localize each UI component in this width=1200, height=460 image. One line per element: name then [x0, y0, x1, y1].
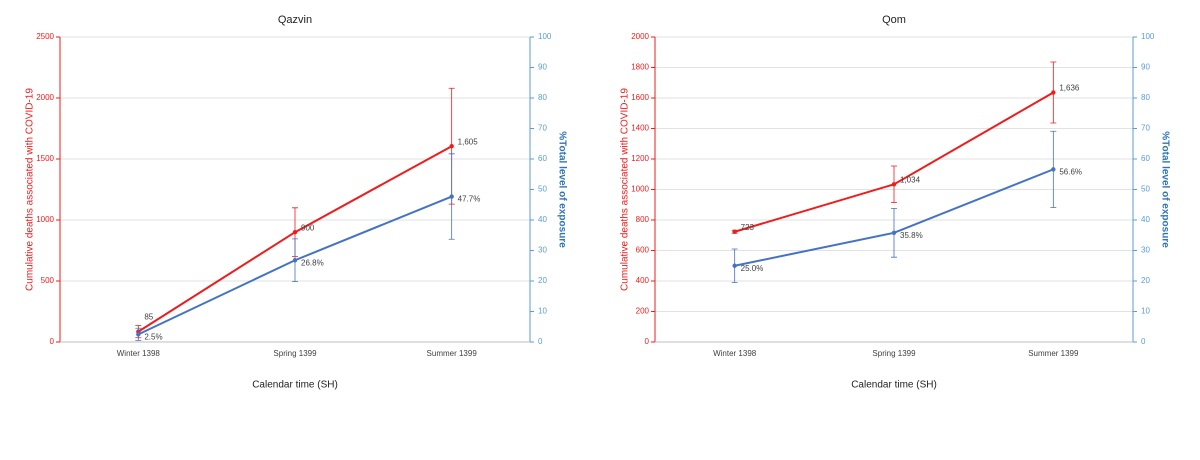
x-tick-label: Winter 1398: [117, 349, 161, 358]
point: [732, 229, 737, 234]
point: [891, 182, 897, 187]
y-tick-label: 1200: [631, 154, 649, 163]
y-tick-label: 1800: [631, 63, 649, 72]
y2-axis-label: %Total level of exposure: [1159, 131, 1170, 248]
point: [1051, 90, 1056, 95]
y-tick-label: 1500: [36, 154, 54, 163]
point: [732, 263, 737, 268]
y-axis-label: Cumulative deaths associated with COVID-…: [620, 88, 631, 291]
y-tick-label: 500: [41, 276, 55, 285]
point: [292, 230, 298, 235]
y-tick-label: 1400: [631, 124, 649, 133]
x-tick-label: Summer 1399: [1028, 349, 1079, 358]
y-tick-label: 400: [636, 276, 650, 285]
chart-title: Qom: [882, 14, 906, 26]
y2-tick-label: 40: [538, 215, 547, 224]
y-tick-label: 200: [636, 307, 650, 316]
y2-tick-label: 10: [1141, 307, 1150, 316]
y2-tick-label: 100: [538, 32, 552, 41]
point: [292, 258, 298, 263]
y-tick-label: 2500: [36, 32, 54, 41]
y2-tick-label: 100: [1141, 32, 1155, 41]
data-label: 1,605: [458, 137, 479, 146]
chart-title: Qazvin: [278, 14, 312, 26]
y2-tick-label: 0: [1141, 337, 1146, 346]
data-label: 1,034: [900, 175, 921, 184]
y2-tick-label: 50: [538, 185, 547, 194]
y-tick-label: 2000: [631, 32, 649, 41]
point: [136, 332, 141, 337]
y2-tick-label: 90: [1141, 63, 1150, 72]
point: [449, 194, 454, 199]
y2-tick-label: 80: [538, 93, 547, 102]
x-axis-label: Calendar time (SH): [252, 380, 338, 391]
x-tick-label: Winter 1398: [713, 349, 757, 358]
data-label: 900: [301, 223, 315, 232]
chart: Qom0200400600800100012001400160018002000…: [620, 14, 1171, 391]
x-axis-label: Calendar time (SH): [851, 380, 937, 391]
y2-tick-label: 10: [538, 307, 547, 316]
y-tick-label: 600: [636, 246, 650, 255]
point: [1051, 167, 1056, 172]
chart: Qazvin 0 500 1000 1500 2000 2500 0 10 20 30 40 50 60 7…: [25, 14, 568, 391]
data-label: 85: [144, 313, 153, 322]
y-tick-label: 1600: [631, 93, 649, 102]
data-label: 26.8%: [301, 258, 324, 267]
y-axis-label: Cumulative deaths associated with COVID-…: [25, 88, 36, 291]
y-tick-label: 1000: [631, 185, 649, 194]
data-label: 723: [741, 223, 755, 232]
y2-axis-label: %Total level of exposure: [556, 131, 567, 248]
x-tick-label: Spring 1399: [273, 349, 317, 358]
y2-tick-label: 40: [1141, 215, 1150, 224]
x-tick-label: Summer 1399: [427, 349, 478, 358]
y-tick-label: 0: [645, 337, 650, 346]
x-tick-label: Spring 1399: [872, 349, 916, 358]
point: [891, 230, 897, 236]
y-tick-label: 0: [50, 337, 55, 346]
y2-tick-label: 30: [1141, 246, 1150, 255]
y2-tick-label: 60: [1141, 154, 1150, 163]
data-label: 2.5%: [144, 332, 162, 341]
data-label: 25.0%: [741, 264, 764, 273]
y-tick-label: 2000: [36, 93, 54, 102]
data-label: 35.8%: [900, 231, 923, 240]
data-label: 1,636: [1059, 84, 1080, 93]
data-label: 47.7%: [458, 195, 481, 204]
y-tick-label: 800: [636, 215, 650, 224]
y-tick-label: 1000: [36, 215, 54, 224]
y2-tick-label: 20: [1141, 276, 1150, 285]
y2-tick-label: 80: [1141, 93, 1150, 102]
y2-tick-label: 50: [1141, 185, 1150, 194]
y2-tick-label: 0: [538, 337, 543, 346]
y2-tick-label: 90: [538, 63, 547, 72]
data-label: 56.6%: [1059, 167, 1082, 176]
y2-tick-label: 70: [538, 124, 547, 133]
y2-tick-label: 20: [538, 276, 547, 285]
y2-tick-label: 30: [538, 246, 547, 255]
y2-tick-label: 60: [538, 154, 547, 163]
point: [449, 143, 454, 149]
y2-tick-label: 70: [1141, 124, 1150, 133]
